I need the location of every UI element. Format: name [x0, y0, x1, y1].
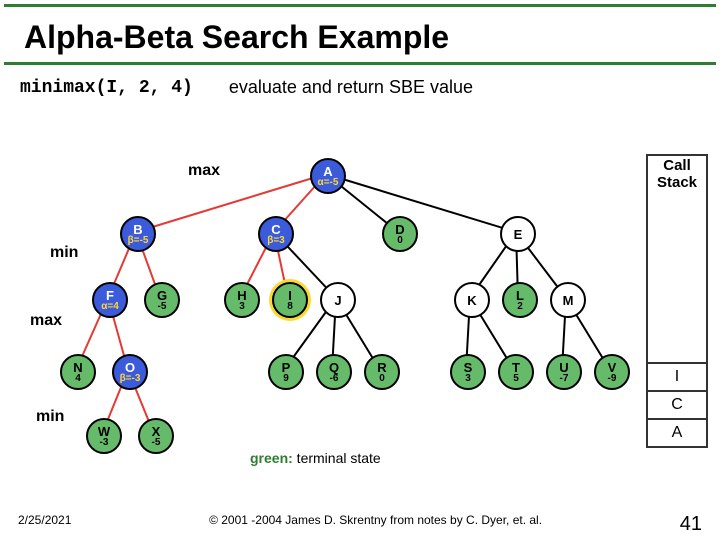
node-E: E: [500, 216, 536, 252]
tree-stage: Aα=-5Bβ=-5Cβ=3D0EFα=4G-5H3I8JKL2MN4Oβ=-3…: [0, 154, 720, 494]
node-label: D: [395, 223, 404, 236]
edge: [136, 174, 326, 232]
page-title: Alpha-Beta Search Example: [4, 4, 716, 65]
node-O: Oβ=-3: [112, 354, 148, 390]
footer: 2/25/2021 © 2001 -2004 James D. Skrentny…: [0, 513, 720, 536]
node-J: J: [320, 282, 356, 318]
code-call: minimax(I, 2, 4): [20, 78, 193, 98]
node-label: G: [157, 289, 167, 302]
node-A: Aα=-5: [310, 158, 346, 194]
node-value: β=-5: [128, 236, 149, 246]
node-value: 0: [379, 374, 385, 384]
node-K: K: [454, 282, 490, 318]
level-label: min: [36, 408, 64, 426]
node-P: P9: [268, 354, 304, 390]
node-label: B: [133, 223, 142, 236]
node-M: M: [550, 282, 586, 318]
node-value: 3: [239, 302, 245, 312]
subtitle-row: minimax(I, 2, 4) evaluate and return SBE…: [0, 69, 720, 106]
node-W: W-3: [86, 418, 122, 454]
call-stack-item: I: [648, 362, 706, 390]
node-G: G-5: [144, 282, 180, 318]
node-label: P: [282, 361, 291, 374]
node-R: R0: [364, 354, 400, 390]
node-value: -6: [330, 374, 339, 384]
node-value: 4: [75, 374, 81, 384]
node-D: D0: [382, 216, 418, 252]
node-value: 8: [287, 302, 293, 312]
node-value: 9: [283, 374, 289, 384]
node-label: O: [125, 361, 135, 374]
node-label: T: [512, 361, 520, 374]
legend: green: terminal state: [250, 450, 381, 466]
node-B: Bβ=-5: [120, 216, 156, 252]
legend-prefix: green:: [250, 450, 293, 466]
node-label: K: [467, 294, 476, 307]
node-value: -3: [100, 438, 109, 448]
legend-text: terminal state: [293, 450, 381, 466]
node-label: M: [563, 294, 574, 307]
call-stack-item: C: [648, 390, 706, 418]
node-value: -7: [560, 374, 569, 384]
node-L: L2: [502, 282, 538, 318]
footer-date: 2/25/2021: [18, 513, 71, 536]
footer-copyright: © 2001 -2004 James D. Skrentny from note…: [209, 513, 542, 536]
call-stack-items: ICA: [648, 362, 706, 446]
node-label: A: [323, 165, 332, 178]
node-label: X: [152, 425, 161, 438]
node-label: F: [106, 289, 114, 302]
node-label: V: [608, 361, 617, 374]
node-V: V-9: [594, 354, 630, 390]
node-label: W: [98, 425, 110, 438]
node-label: H: [237, 289, 246, 302]
node-N: N4: [60, 354, 96, 390]
node-value: β=-3: [120, 374, 141, 384]
node-S: S3: [450, 354, 486, 390]
node-label: U: [559, 361, 568, 374]
call-stack-spacer: [648, 193, 706, 362]
level-label: max: [188, 162, 220, 180]
node-Q: Q-6: [316, 354, 352, 390]
node-F: Fα=4: [92, 282, 128, 318]
footer-page: 41: [680, 513, 702, 536]
node-value: 2: [517, 302, 523, 312]
level-label: max: [30, 312, 62, 330]
node-T: T5: [498, 354, 534, 390]
call-stack: Call Stack ICA: [646, 154, 708, 448]
node-label: Q: [329, 361, 339, 374]
node-I: I8: [272, 282, 308, 318]
node-label: C: [271, 223, 280, 236]
node-value: -5: [158, 302, 167, 312]
node-U: U-7: [546, 354, 582, 390]
description: evaluate and return SBE value: [229, 77, 473, 98]
edge: [326, 174, 516, 232]
node-label: R: [377, 361, 386, 374]
call-stack-title: Call Stack: [648, 156, 706, 193]
node-C: Cβ=3: [258, 216, 294, 252]
node-value: -5: [152, 438, 161, 448]
level-label: min: [50, 244, 78, 262]
node-value: α=-5: [318, 178, 339, 188]
node-label: N: [73, 361, 82, 374]
node-X: X-5: [138, 418, 174, 454]
call-stack-item: A: [648, 418, 706, 446]
node-value: β=3: [267, 236, 285, 246]
node-label: S: [464, 361, 473, 374]
node-value: 3: [465, 374, 471, 384]
node-value: 0: [397, 236, 403, 246]
node-value: 5: [513, 374, 519, 384]
node-value: -9: [608, 374, 617, 384]
node-label: E: [514, 228, 523, 241]
node-label: I: [288, 289, 292, 302]
node-label: L: [516, 289, 524, 302]
node-H: H3: [224, 282, 260, 318]
node-value: α=4: [101, 302, 119, 312]
node-label: J: [334, 294, 341, 307]
